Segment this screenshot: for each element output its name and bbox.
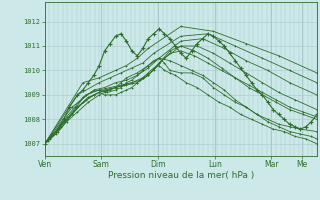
X-axis label: Pression niveau de la mer( hPa ): Pression niveau de la mer( hPa ) (108, 171, 254, 180)
